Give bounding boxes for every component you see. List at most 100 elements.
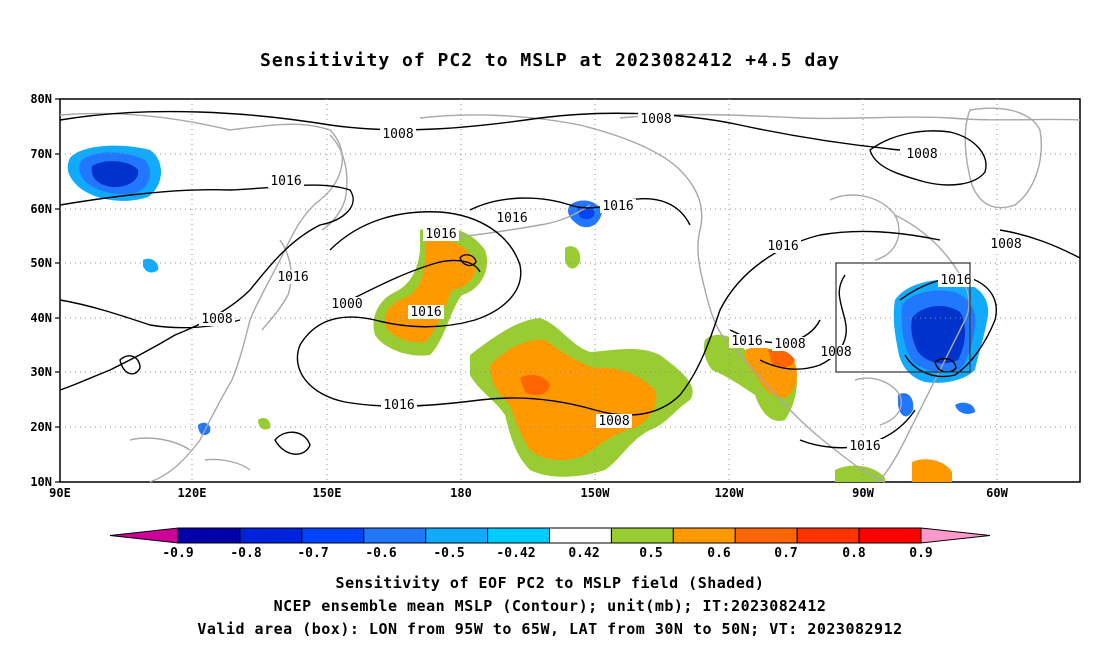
contour-label: 1016 [383,398,414,413]
shade-orange-central-pacific [384,238,476,343]
colorbar-labels: -0.9 -0.8 -0.7 -0.6 -0.5 -0.42 0.42 0.5 … [162,546,932,561]
coast-east-asia [59,112,344,483]
lon-labels: 90E 120E 150E 180 150W 120W 90W 60W [49,486,1008,500]
coast-gulf-mexico [854,377,902,426]
contour-1000-atlantic [869,130,987,186]
contour-label: 1016 [425,227,456,242]
coastlines [59,107,1081,483]
contour-label-bg [600,199,636,213]
contour-label-bg [729,334,765,348]
colorbar-label: 0.6 [707,546,731,561]
lon-label: 90E [49,486,71,500]
lat-labels: 80N 70N 60N 50N 40N 30N 20N 10N [30,92,52,489]
contour-label: 1008 [640,112,671,127]
colorbar-segment [301,527,365,544]
colorbar-label: 0.42 [568,546,599,561]
shade-darkorange-hawaii [520,374,550,396]
shade-green-small2 [258,417,271,430]
coast-indonesia [129,437,251,471]
contour-1016-pacific [296,211,941,416]
contour-label-bg [904,147,940,161]
coast-japan [261,239,292,331]
colorbar-segment [425,527,489,544]
contour-label-bg [765,239,801,253]
contour-label: 1008 [990,237,1021,252]
lat-label: 10N [30,475,52,489]
contour-label: 1016 [277,270,308,285]
caption-valid-area: Valid area (box): LON from 95W to 65W, L… [197,620,903,638]
contour-asia-closed [119,355,141,375]
coast-alaska [419,114,731,346]
contour-philippine [274,431,311,455]
colorbar-label: 0.8 [842,546,866,561]
colorbar-segment [858,527,922,544]
coast-greenland [964,107,1042,209]
coast-canada-north [619,113,1081,121]
contour-label-bg [380,127,416,141]
contour-label: 1008 [774,337,805,352]
colorbar-segment [487,527,551,544]
lon-label: 90W [852,486,874,500]
caption-shaded: Sensitivity of EOF PC2 to MSLP field (Sh… [335,574,765,592]
colorbar [109,527,991,544]
colorbar-segment [549,527,612,544]
colorbar-segment [734,527,798,544]
lon-label: 180 [450,486,472,500]
colorbar-label: -0.8 [230,546,261,561]
colorbar-label: 0.5 [639,546,662,561]
contour-label: 1016 [767,239,798,254]
shade-green-caribbean [835,465,885,482]
valid-area-box [835,262,971,373]
contour-label-bg [596,414,632,428]
axis-ticks [55,98,60,483]
contour-label-bg [772,337,808,351]
lon-label: 120W [715,486,745,500]
contour-label-bg [381,398,417,412]
lon-label: 120E [178,486,207,500]
contour-label: 1016 [731,334,762,349]
contour-labels: 1008 1008 1016 1016 1016 1016 1008 1008 1016 1016… [199,112,1024,454]
lon-label: 150W [581,486,611,500]
colorbar-label: -0.5 [433,546,464,561]
contour-low-atlantic [934,357,957,373]
contour-label: 1016 [602,199,633,214]
lon-label: 60W [986,486,1008,500]
colorbar-segment [363,527,427,544]
colorbar-segment [177,527,241,544]
contour-label-bg [275,270,311,284]
shade-green-small1 [565,246,581,269]
contour-label: 1016 [270,174,301,189]
lon-label: 150E [313,486,342,500]
lat-label: 40N [30,311,52,325]
colorbar-label: 0.9 [909,546,932,561]
shade-blue-eastus-tail [898,393,914,417]
contour-label-bg [988,237,1024,251]
colorbar-segment [610,527,674,544]
contour-label-bg [268,174,304,188]
lat-label: 50N [30,256,52,270]
contour-label: 1016 [496,211,527,226]
colorbar-label: -0.9 [162,546,193,561]
shade-orange-caribbean [912,459,952,482]
coast-central-america [734,349,886,483]
lat-label: 70N [30,147,52,161]
contour-label: 1008 [598,414,629,429]
contour-label: 1008 [201,312,232,327]
contour-1008-pacific [349,259,481,301]
colorbar-label: -0.7 [297,546,328,561]
lat-label: 60N [30,202,52,216]
contour-label-bg [423,227,459,241]
contour-label-bg [494,211,530,225]
lat-label: 30N [30,365,52,379]
shade-blue-eastus-core [911,306,966,364]
shade-blue-eastus-tail2 [955,402,975,414]
shade-blue-small-asia [143,258,159,273]
lat-label: 80N [30,92,52,106]
contour-label: 1016 [849,439,880,454]
contour-label: 1008 [382,127,413,142]
coast-kamchatka [321,134,348,231]
contour-label: 1016 [940,273,971,288]
coast-north-america-east [877,214,970,483]
contour-1016-alaska [469,197,691,226]
colorbar-label: -0.42 [496,546,535,561]
